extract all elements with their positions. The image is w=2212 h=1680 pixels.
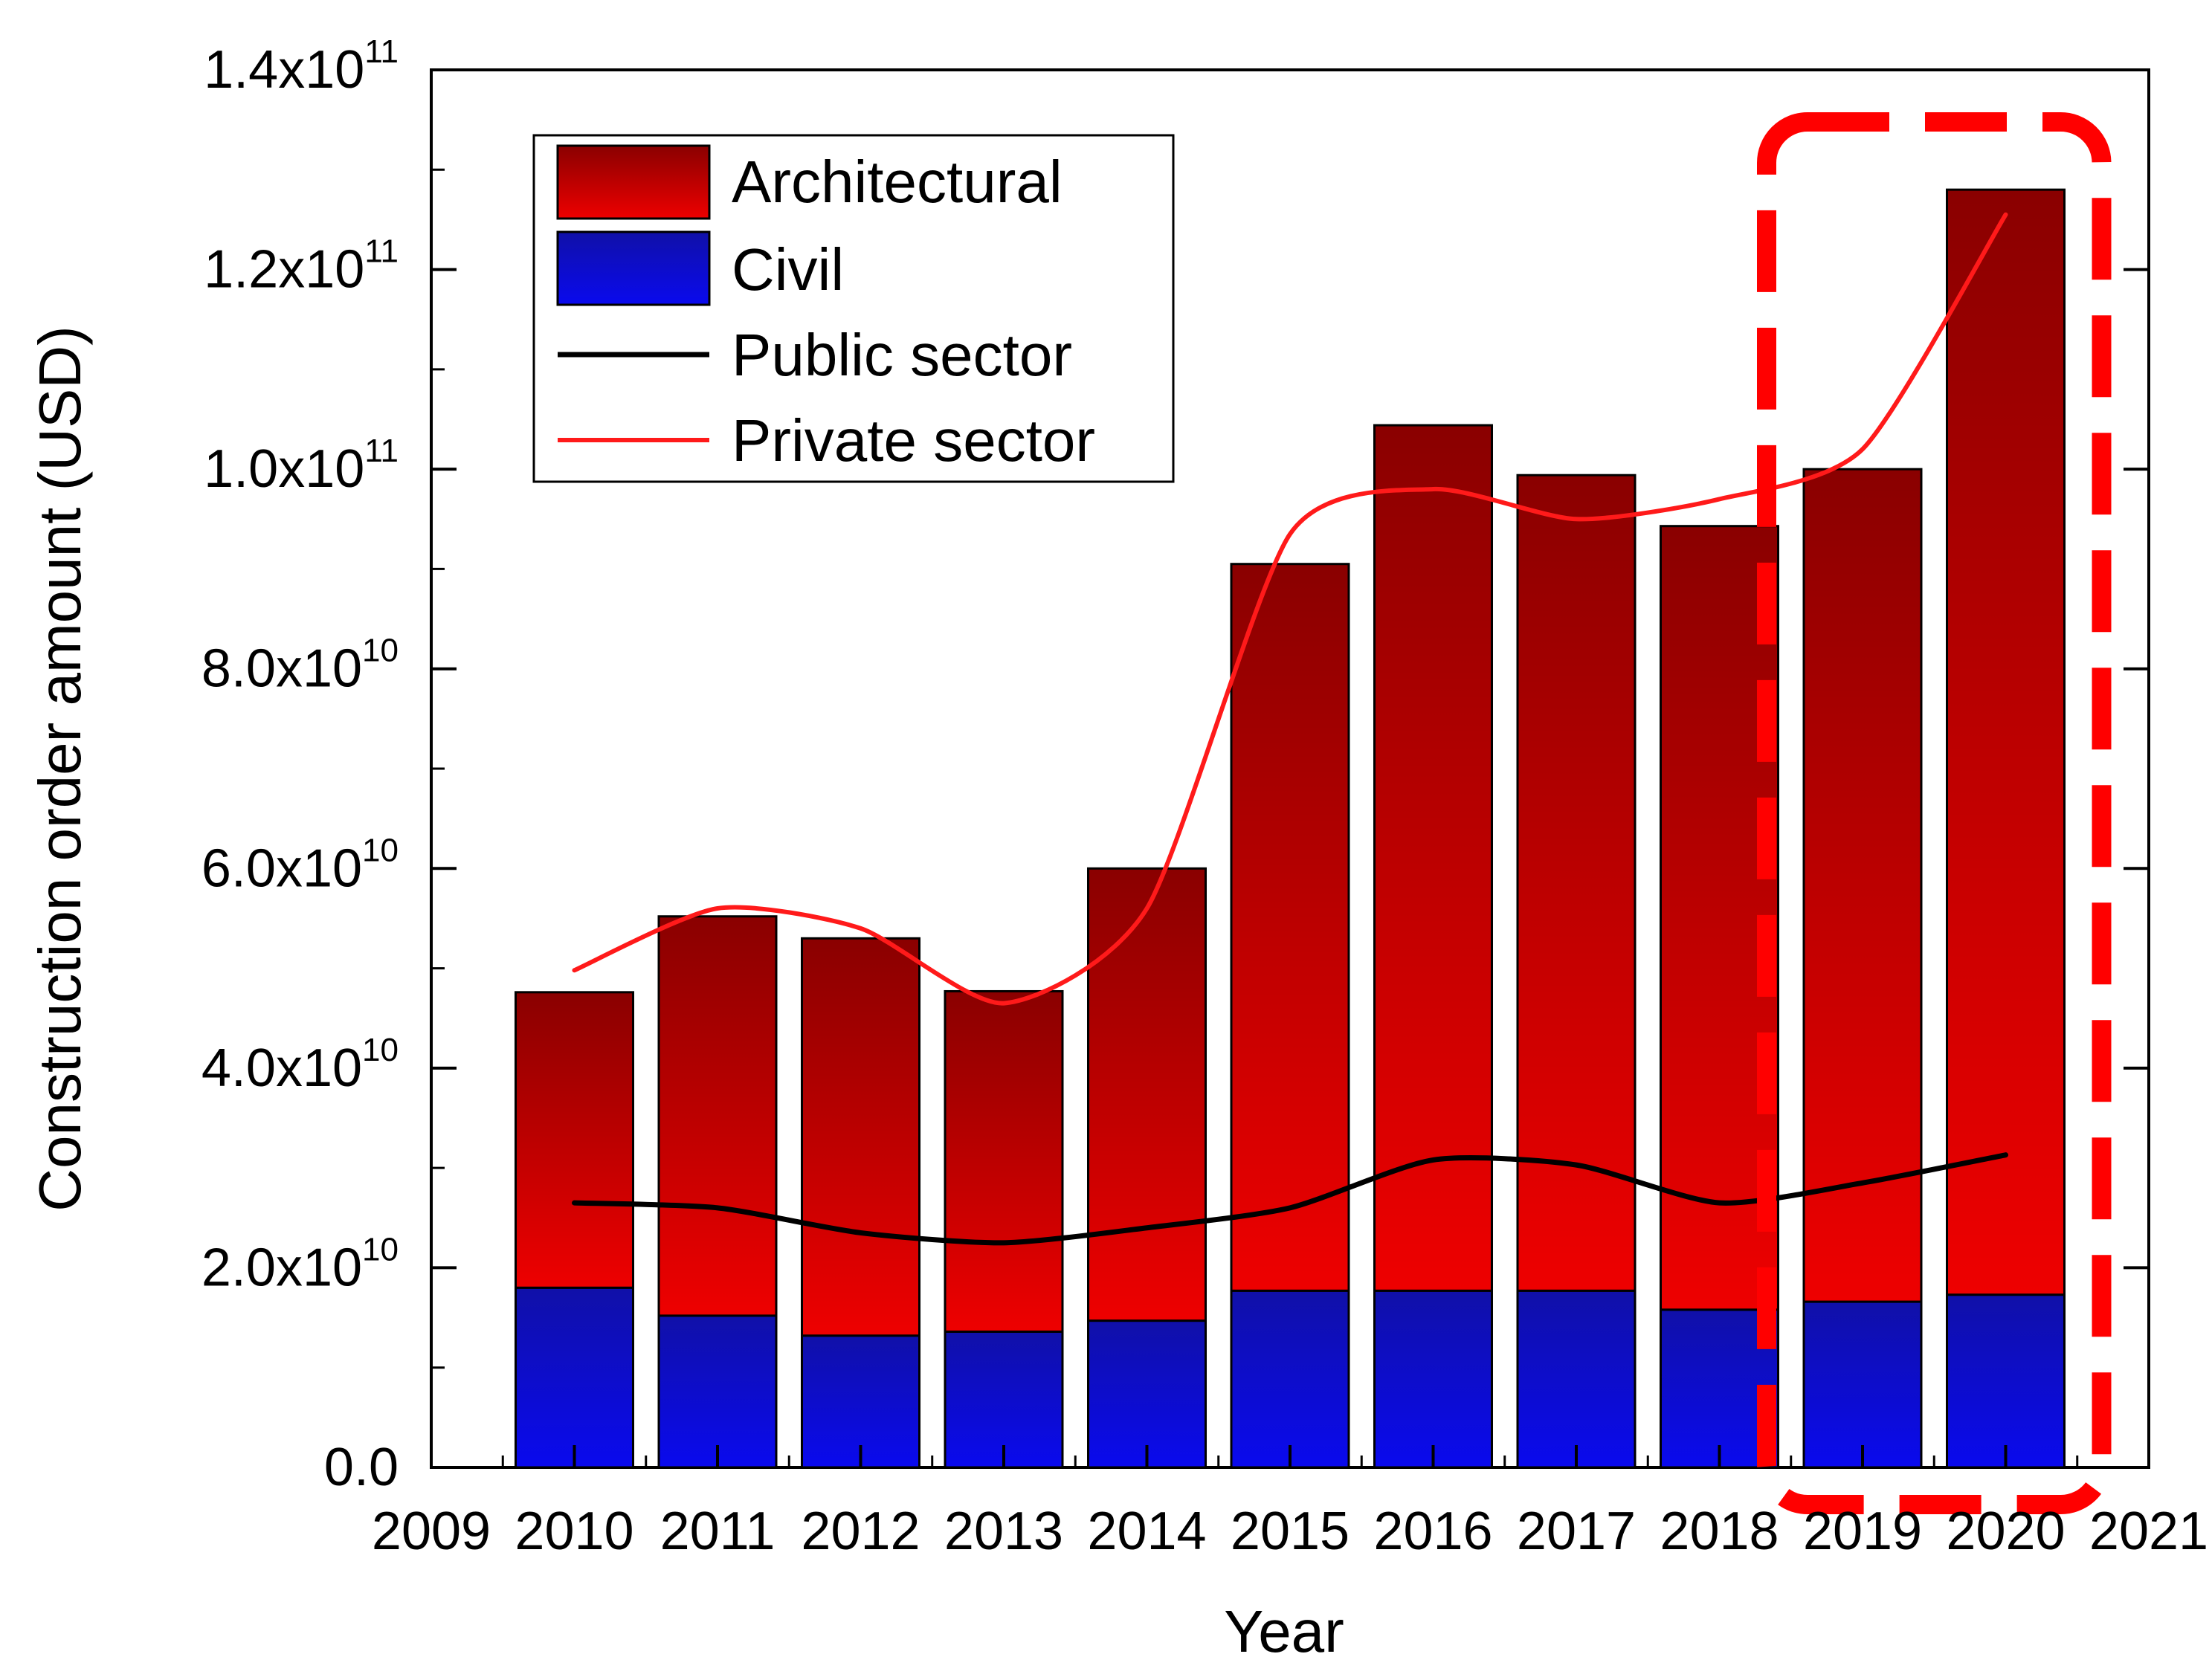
y-tick-mantissa: 1.2x10 xyxy=(204,240,364,300)
y-tick-label: 6.0x1010 xyxy=(201,832,399,898)
y-tick-mantissa: 4.0x10 xyxy=(201,1038,362,1098)
y-tick-mantissa: 1.0x10 xyxy=(204,439,364,499)
y-tick-exponent: 11 xyxy=(364,33,399,70)
bars-architectural xyxy=(515,188,2066,1337)
x-tick-label: 2013 xyxy=(944,1502,1063,1561)
highlight-dashed-rect xyxy=(1757,112,2112,1514)
bar-civil-2015 xyxy=(1230,1289,1350,1469)
bar-architectural-2016 xyxy=(1373,424,1493,1292)
x-tick-label: 2012 xyxy=(801,1502,920,1561)
bar-architectural-2013 xyxy=(944,989,1064,1333)
y-tick-exponent: 10 xyxy=(362,633,399,669)
x-tick-label: 2014 xyxy=(1087,1502,1206,1561)
bar-architectural-2010 xyxy=(515,991,634,1289)
y-tick-exponent: 11 xyxy=(364,233,399,270)
y-tick-label: 1.2x1011 xyxy=(204,233,399,300)
bar-civil-2013 xyxy=(944,1330,1064,1469)
y-tick-exponent: 10 xyxy=(362,832,399,868)
bar-architectural-2020 xyxy=(1946,188,2066,1296)
legend-label-civil: Civil xyxy=(732,236,844,303)
x-tick-label: 2010 xyxy=(515,1502,633,1561)
x-tick-label: 2020 xyxy=(1946,1502,2065,1561)
bar-architectural-2019 xyxy=(1802,468,1923,1303)
y-tick-mantissa: 0.0 xyxy=(324,1438,399,1497)
y-axis: 0.02.0x10104.0x10106.0x10108.0x10101.0x1… xyxy=(201,33,2149,1497)
y-tick-exponent: 11 xyxy=(364,433,399,469)
bar-architectural-2015 xyxy=(1230,563,1350,1292)
y-tick-mantissa: 2.0x10 xyxy=(201,1238,362,1297)
y-tick-label: 1.4x1011 xyxy=(204,33,399,100)
y-tick-label: 0.0 xyxy=(324,1438,399,1497)
legend-swatch-civil xyxy=(556,230,711,306)
bar-civil-2019 xyxy=(1802,1300,1923,1469)
bar-architectural-2011 xyxy=(657,915,778,1317)
bar-architectural-2017 xyxy=(1516,474,1637,1292)
bar-civil-2010 xyxy=(515,1286,634,1469)
x-axis: 2009 2010 2011 2012 2013 2014 2015 2016 2017 2018… xyxy=(372,1445,2208,1561)
y-tick-exponent: 10 xyxy=(362,1032,399,1068)
y-tick-mantissa: 6.0x10 xyxy=(201,839,362,898)
bar-architectural-2012 xyxy=(801,937,920,1337)
legend-label-architectural: Architectural xyxy=(732,149,1063,215)
y-tick-mantissa: 8.0x10 xyxy=(201,639,362,699)
highlight-box xyxy=(1757,112,2112,1514)
y-tick-label: 4.0x1010 xyxy=(201,1032,399,1098)
x-tick-label: 2011 xyxy=(660,1502,776,1561)
x-tick-label: 2019 xyxy=(1803,1502,1922,1561)
legend-label-private-sector: Private sector xyxy=(732,407,1095,474)
legend-swatch-architectural xyxy=(556,144,711,220)
axes: 0.02.0x10104.0x10106.0x10108.0x10101.0x1… xyxy=(27,33,2208,1664)
y-tick-mantissa: 1.4x10 xyxy=(204,40,364,100)
bar-civil-2016 xyxy=(1373,1289,1493,1469)
bar-architectural-2014 xyxy=(1087,867,1207,1322)
y-tick-exponent: 10 xyxy=(362,1231,399,1267)
x-tick-label: 2015 xyxy=(1231,1502,1350,1561)
y-tick-label: 1.0x1011 xyxy=(204,433,399,499)
bar-civil-2017 xyxy=(1516,1289,1637,1469)
x-tick-label: 2018 xyxy=(1660,1502,1779,1561)
line-private-sector xyxy=(572,212,2008,1006)
legend: Architectural Civil Public sector Privat… xyxy=(532,134,1175,483)
y-tick-label: 2.0x1010 xyxy=(201,1231,399,1297)
x-tick-label: 2009 xyxy=(372,1502,491,1561)
y-tick-label: 8.0x1010 xyxy=(201,633,399,699)
bar-civil-2011 xyxy=(657,1314,778,1469)
legend-label-public-sector: Public sector xyxy=(732,322,1072,388)
x-tick-label: 2017 xyxy=(1517,1502,1636,1561)
x-axis-title: Year xyxy=(1224,1598,1344,1664)
y-axis-title: Construction order amount (USD) xyxy=(27,326,93,1212)
x-tick-label: 2016 xyxy=(1373,1502,1492,1561)
x-tick-label: 2021 xyxy=(2089,1502,2208,1561)
bar-civil-2020 xyxy=(1946,1293,2066,1469)
plot-area xyxy=(430,68,2150,1514)
